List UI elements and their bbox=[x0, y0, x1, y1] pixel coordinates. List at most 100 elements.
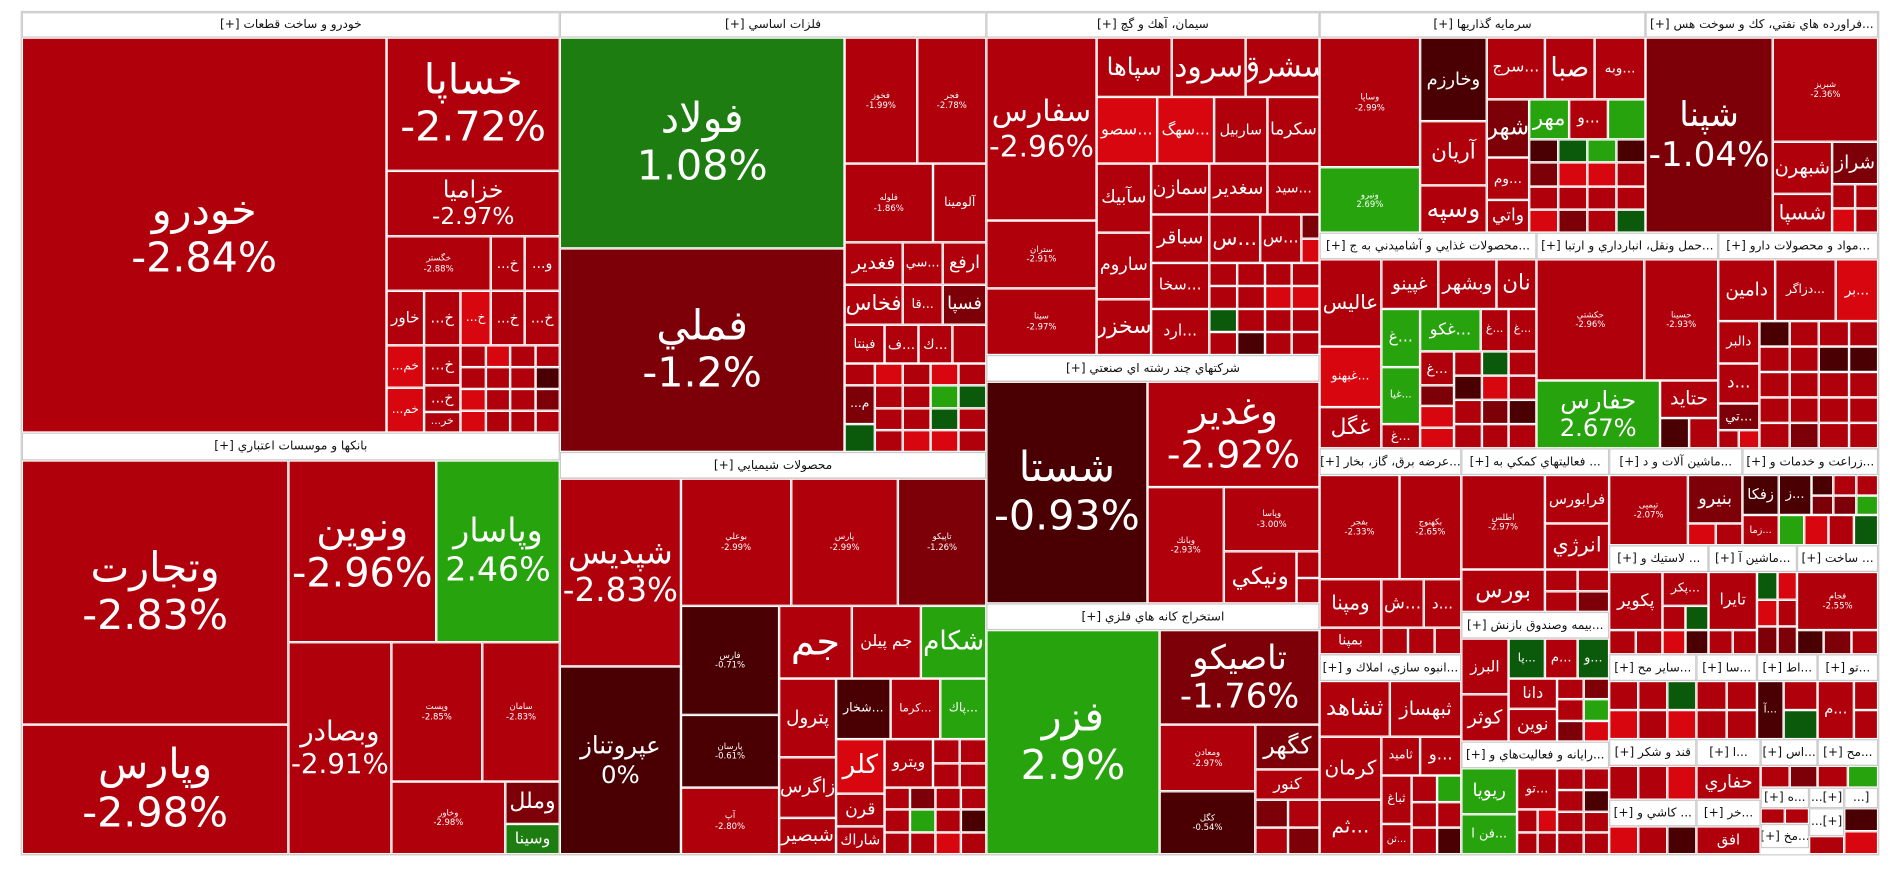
stock-tile[interactable]: وغدير -2.92% bbox=[1147, 381, 1320, 488]
stock-tile[interactable]: ...سهگ bbox=[1157, 96, 1215, 164]
stock-tile[interactable]: خگستر -2.88% bbox=[386, 236, 491, 291]
stock-tile[interactable] bbox=[1557, 811, 1584, 833]
stock-tile[interactable]: ...غ bbox=[1480, 308, 1509, 352]
stock-tile[interactable]: شبريز -2.36% bbox=[1772, 37, 1879, 142]
stock-tile[interactable] bbox=[1557, 699, 1584, 721]
stock-tile[interactable] bbox=[902, 385, 931, 409]
stock-tile[interactable] bbox=[1609, 765, 1639, 800]
stock-tile[interactable]: ...ف bbox=[884, 324, 919, 364]
stock-tile[interactable]: بكهنوج -2.65% bbox=[1399, 474, 1462, 580]
stock-tile[interactable] bbox=[1437, 802, 1462, 828]
stock-tile[interactable] bbox=[1832, 184, 1856, 209]
stock-tile[interactable]: ...س bbox=[1209, 214, 1261, 263]
stock-tile[interactable]: ...غ bbox=[1420, 351, 1455, 386]
stock-tile[interactable] bbox=[1833, 474, 1857, 496]
stock-tile[interactable] bbox=[510, 388, 536, 411]
stock-tile[interactable] bbox=[1265, 308, 1292, 333]
stock-tile[interactable] bbox=[1237, 332, 1266, 356]
stock-tile[interactable] bbox=[1818, 422, 1850, 449]
stock-tile[interactable] bbox=[1587, 162, 1617, 187]
stock-tile[interactable]: شهر bbox=[1486, 99, 1530, 158]
stock-tile[interactable]: بنيرو bbox=[1687, 474, 1743, 524]
stock-tile[interactable]: ...ك bbox=[918, 324, 953, 364]
stock-tile[interactable] bbox=[1817, 765, 1848, 788]
stock-tile[interactable]: م... bbox=[844, 385, 875, 425]
stock-tile[interactable] bbox=[1529, 139, 1559, 163]
stock-tile[interactable]: حفارس 2.67% bbox=[1536, 380, 1661, 449]
stock-tile[interactable] bbox=[1537, 809, 1558, 833]
stock-tile[interactable] bbox=[844, 363, 875, 386]
stock-tile[interactable] bbox=[1437, 827, 1462, 855]
sector-header[interactable]: ...زراعت و خدمات و [+] bbox=[1742, 448, 1879, 475]
stock-tile[interactable]: سآبيك bbox=[1096, 163, 1152, 233]
stock-tile[interactable] bbox=[1557, 720, 1584, 742]
stock-tile[interactable] bbox=[460, 388, 486, 411]
stock-tile[interactable] bbox=[935, 787, 961, 810]
sector-header[interactable]: ...سا [+] bbox=[1696, 654, 1757, 681]
stock-tile[interactable]: خم... bbox=[386, 345, 425, 388]
stock-tile[interactable] bbox=[1818, 397, 1850, 423]
stock-tile[interactable] bbox=[1726, 710, 1757, 740]
stock-tile[interactable] bbox=[1662, 605, 1686, 631]
stock-tile[interactable] bbox=[1301, 214, 1320, 239]
stock-tile[interactable]: خ... bbox=[524, 290, 560, 346]
stock-tile[interactable] bbox=[1660, 418, 1690, 449]
stock-tile[interactable] bbox=[1557, 832, 1584, 855]
stock-tile[interactable] bbox=[1481, 351, 1509, 376]
stock-tile[interactable] bbox=[1718, 430, 1739, 449]
stock-tile[interactable] bbox=[1557, 768, 1584, 791]
stock-tile[interactable] bbox=[535, 388, 560, 411]
sector-header[interactable]: ...انبوه سازي، املاك و [+] bbox=[1319, 654, 1462, 681]
sector-header[interactable]: ... لاستيك و [+] bbox=[1609, 545, 1709, 572]
stock-tile[interactable]: ...تي bbox=[1718, 403, 1760, 431]
stock-tile[interactable]: آريان bbox=[1420, 121, 1487, 186]
stock-tile[interactable] bbox=[1853, 680, 1879, 711]
stock-tile[interactable]: ساربيل bbox=[1214, 96, 1268, 164]
stock-tile[interactable]: ...و bbox=[1577, 638, 1610, 679]
stock-tile[interactable] bbox=[1558, 162, 1588, 187]
stock-tile[interactable] bbox=[535, 345, 560, 368]
stock-tile[interactable] bbox=[1583, 811, 1610, 833]
stock-tile[interactable]: پارسان -0.61% bbox=[680, 714, 780, 788]
sector-header[interactable]: خودرو و ساخت قطعات [+] bbox=[21, 12, 560, 38]
stock-tile[interactable]: خزامیا -2.97% bbox=[386, 170, 560, 237]
sector-header[interactable]: شركتهاي چند رشته اي صنعتي [+] bbox=[986, 355, 1320, 382]
stock-tile[interactable] bbox=[1760, 765, 1790, 788]
stock-tile[interactable] bbox=[1789, 397, 1819, 423]
stock-tile[interactable]: ...فن ا bbox=[1461, 814, 1518, 855]
stock-tile[interactable]: ...د bbox=[1423, 579, 1462, 628]
stock-tile[interactable] bbox=[1853, 514, 1879, 546]
stock-tile[interactable] bbox=[485, 345, 511, 368]
stock-tile[interactable] bbox=[1638, 765, 1668, 800]
sector-header[interactable]: فلزات اساسي [+] bbox=[559, 12, 987, 38]
stock-tile[interactable]: حفاري bbox=[1696, 765, 1761, 800]
stock-tile[interactable] bbox=[1732, 630, 1757, 655]
stock-tile[interactable]: زفكا bbox=[1742, 474, 1779, 515]
sector-header[interactable]: ...ماشين آلات و د [+] bbox=[1609, 448, 1743, 475]
stock-tile[interactable] bbox=[1777, 626, 1797, 655]
stock-tile[interactable]: ريويا bbox=[1461, 768, 1518, 815]
stock-tile[interactable]: تايرا bbox=[1708, 571, 1757, 631]
stock-tile[interactable] bbox=[1789, 346, 1819, 372]
stock-tile[interactable] bbox=[1833, 495, 1857, 515]
sector-header[interactable]: ...بيمه وصندوق بازنش [+] bbox=[1461, 611, 1610, 639]
stock-tile[interactable] bbox=[1420, 427, 1455, 449]
stock-tile[interactable]: خاور bbox=[386, 290, 425, 346]
stock-tile[interactable]: فولاد 1.08% bbox=[559, 37, 845, 249]
stock-tile[interactable] bbox=[1849, 371, 1879, 398]
stock-tile[interactable] bbox=[952, 324, 987, 364]
stock-tile[interactable] bbox=[1407, 627, 1435, 655]
stock-tile[interactable]: خ... bbox=[490, 236, 525, 291]
stock-tile[interactable]: سيتا -2.97% bbox=[986, 288, 1097, 356]
stock-tile[interactable] bbox=[510, 410, 536, 433]
stock-tile[interactable] bbox=[1756, 599, 1778, 627]
stock-tile[interactable] bbox=[1804, 514, 1829, 546]
stock-tile[interactable] bbox=[1667, 826, 1697, 855]
stock-tile[interactable] bbox=[1759, 321, 1790, 347]
stock-tile[interactable] bbox=[874, 363, 903, 386]
stock-tile[interactable]: كگهر bbox=[1255, 724, 1320, 770]
stock-tile[interactable] bbox=[884, 809, 910, 833]
stock-tile[interactable]: كوثر bbox=[1461, 694, 1509, 742]
stock-tile[interactable] bbox=[874, 385, 903, 409]
stock-tile[interactable]: فارس -0.71% bbox=[680, 605, 780, 715]
